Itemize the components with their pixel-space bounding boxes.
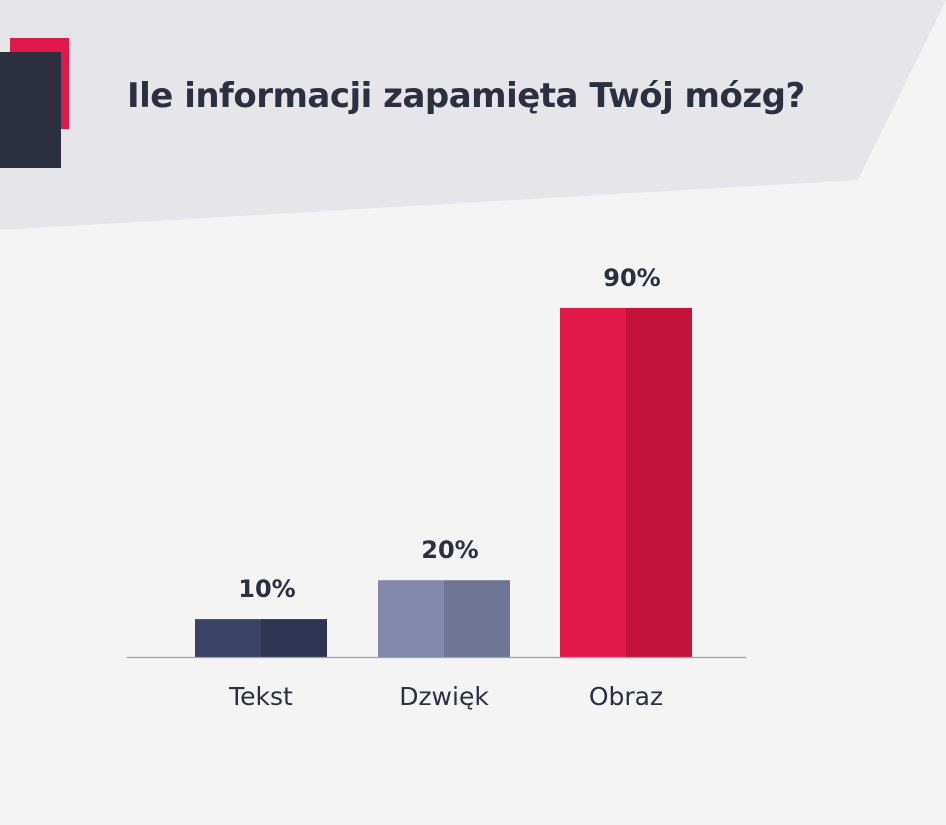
bar-face-left (560, 307, 626, 658)
category-label: Obraz (589, 682, 663, 711)
labels-group: 10% Tekst 20% Dzwięk 90% Obraz (228, 264, 663, 711)
bars-group (195, 307, 692, 658)
decorative-dark-square (0, 52, 61, 168)
bar-face-right (261, 619, 327, 658)
bar-tekst (195, 619, 327, 658)
bar-face-left (378, 580, 444, 658)
bar-face-left (195, 619, 261, 658)
page-title: Ile informacji zapamięta Twój mózg? (127, 76, 805, 116)
bar-obraz (560, 307, 692, 658)
bar-face-right (444, 580, 510, 658)
value-label: 10% (238, 575, 295, 603)
value-label: 20% (421, 536, 478, 564)
category-label: Tekst (228, 682, 293, 711)
bar-face-right (626, 307, 692, 658)
bar-dzwięk (378, 580, 510, 658)
value-label: 90% (603, 264, 660, 292)
header-band (0, 0, 946, 230)
category-label: Dzwięk (399, 682, 489, 711)
